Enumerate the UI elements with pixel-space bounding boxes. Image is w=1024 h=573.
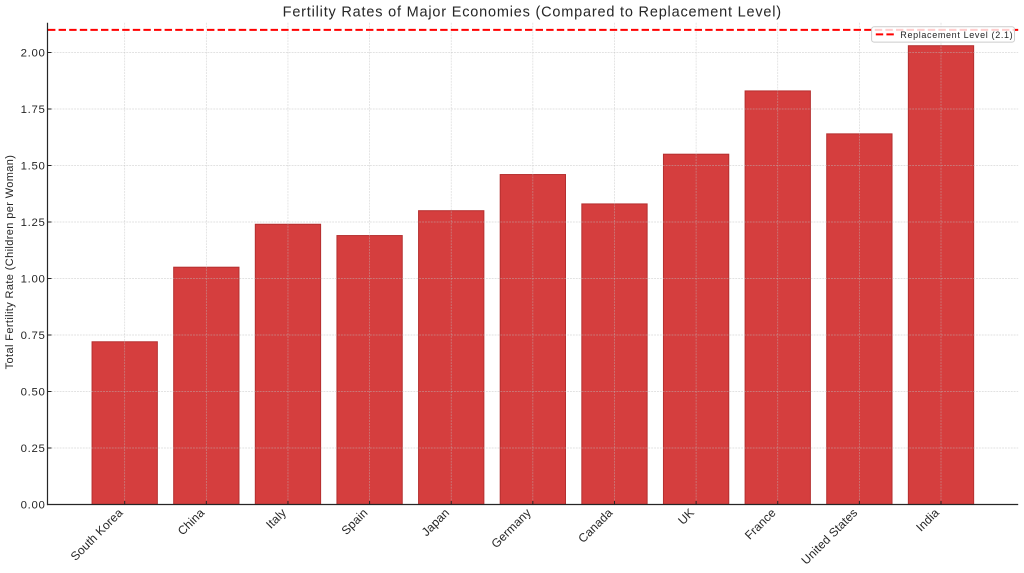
- svg-text:Total Fertility Rate (Children: Total Fertility Rate (Children per Woman…: [4, 155, 16, 370]
- svg-text:1.25: 1.25: [21, 217, 46, 229]
- svg-text:1.75: 1.75: [21, 104, 46, 116]
- svg-text:0.50: 0.50: [21, 387, 46, 399]
- svg-text:1.00: 1.00: [21, 274, 46, 286]
- svg-text:0.75: 0.75: [21, 330, 46, 342]
- svg-text:1.50: 1.50: [21, 161, 46, 173]
- svg-text:0.25: 0.25: [21, 443, 46, 455]
- svg-text:Replacement Level (2.1): Replacement Level (2.1): [900, 30, 1013, 40]
- svg-text:2.00: 2.00: [21, 48, 46, 60]
- svg-text:0.00: 0.00: [21, 500, 46, 512]
- svg-text:Fertility Rates of Major Econo: Fertility Rates of Major Economies (Comp…: [283, 5, 782, 21]
